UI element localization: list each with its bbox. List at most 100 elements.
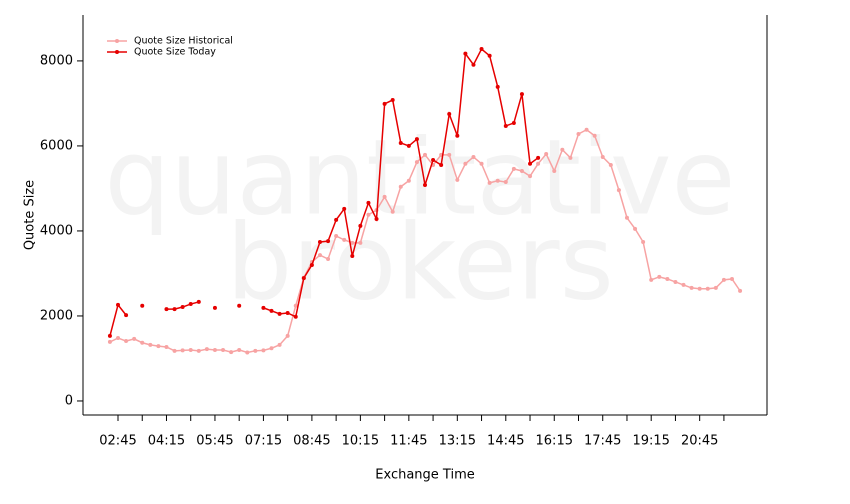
y-tick-label: 6000 [40,138,73,153]
data-point [552,169,557,174]
data-point [447,112,452,117]
data-point [285,310,290,315]
data-point [374,217,379,222]
data-point [568,155,573,160]
data-point [350,240,355,245]
data-point [738,288,743,293]
data-point [414,160,419,165]
data-point [107,333,112,338]
x-axis-label: Exchange Time [375,468,474,483]
x-tick-label: 08:45 [293,434,330,449]
x-tick-label: 11:45 [390,434,427,449]
data-point [293,314,298,319]
data-point [253,348,258,353]
data-point [261,348,266,353]
x-tick-label: 07:15 [245,434,282,449]
data-point [600,154,605,159]
data-point [342,237,347,242]
data-point [293,303,298,308]
x-tick-label: 05:45 [196,434,233,449]
data-point [188,347,193,352]
data-point [528,161,533,166]
data-point [366,200,371,205]
y-tick-label: 2000 [40,308,73,323]
data-point [132,336,137,341]
data-point [649,277,654,282]
data-point [713,285,718,290]
data-point [390,209,395,214]
data-point [172,307,177,312]
y-axis-label: Quote Size [23,180,38,250]
data-point [148,342,153,347]
data-point [431,157,436,162]
data-point [317,253,322,258]
data-point [334,217,339,222]
data-point [140,340,145,345]
data-point [479,161,484,166]
data-point [390,98,395,103]
data-point [689,285,694,290]
x-tick-label: 20:45 [681,434,718,449]
y-tick-label: 0 [65,393,73,408]
data-point [665,276,670,281]
data-point [511,120,516,125]
data-point [317,239,322,244]
data-point [528,174,533,179]
data-point [124,313,129,318]
data-point [221,347,226,352]
data-point [358,223,363,228]
x-tick-label: 04:15 [148,434,185,449]
data-point [487,180,492,185]
data-point [164,344,169,349]
legend-label: Quote Size Historical [134,36,233,47]
data-point [164,307,169,312]
data-point [124,339,129,344]
x-tick-label: 16:15 [536,434,573,449]
data-point [463,51,468,56]
data-point [277,311,282,316]
data-point [140,303,145,308]
data-point [641,239,646,244]
data-point [116,336,121,341]
data-point [697,286,702,291]
data-point [245,350,250,355]
data-point [584,127,589,132]
data-point [180,305,185,310]
data-point [592,133,597,138]
data-point [447,152,452,157]
y-tick-label: 4000 [40,223,73,238]
data-point [406,143,411,148]
data-point [576,132,581,137]
data-point [608,163,613,168]
data-point [107,339,112,344]
data-point [503,123,508,128]
legend-marker [115,39,119,43]
x-tick-label: 10:15 [342,434,379,449]
data-point [237,347,242,352]
data-point [350,254,355,259]
data-point [285,333,290,338]
data-point [495,178,500,183]
data-point [212,347,217,352]
data-point [116,302,121,307]
x-tick-label: 17:45 [584,434,621,449]
data-point [326,239,331,244]
data-point [269,308,274,313]
data-point [471,154,476,159]
data-point [519,169,524,174]
data-point [237,303,242,308]
data-point [560,147,565,152]
data-point [406,178,411,183]
data-point [229,350,234,355]
x-tick-label: 14:45 [487,434,524,449]
data-point [495,84,500,89]
data-point [366,212,371,217]
data-point [624,215,629,220]
data-point [633,226,638,231]
data-point [156,344,161,349]
data-point [382,194,387,199]
data-point [398,184,403,189]
data-point [544,152,549,157]
data-point [487,53,492,58]
